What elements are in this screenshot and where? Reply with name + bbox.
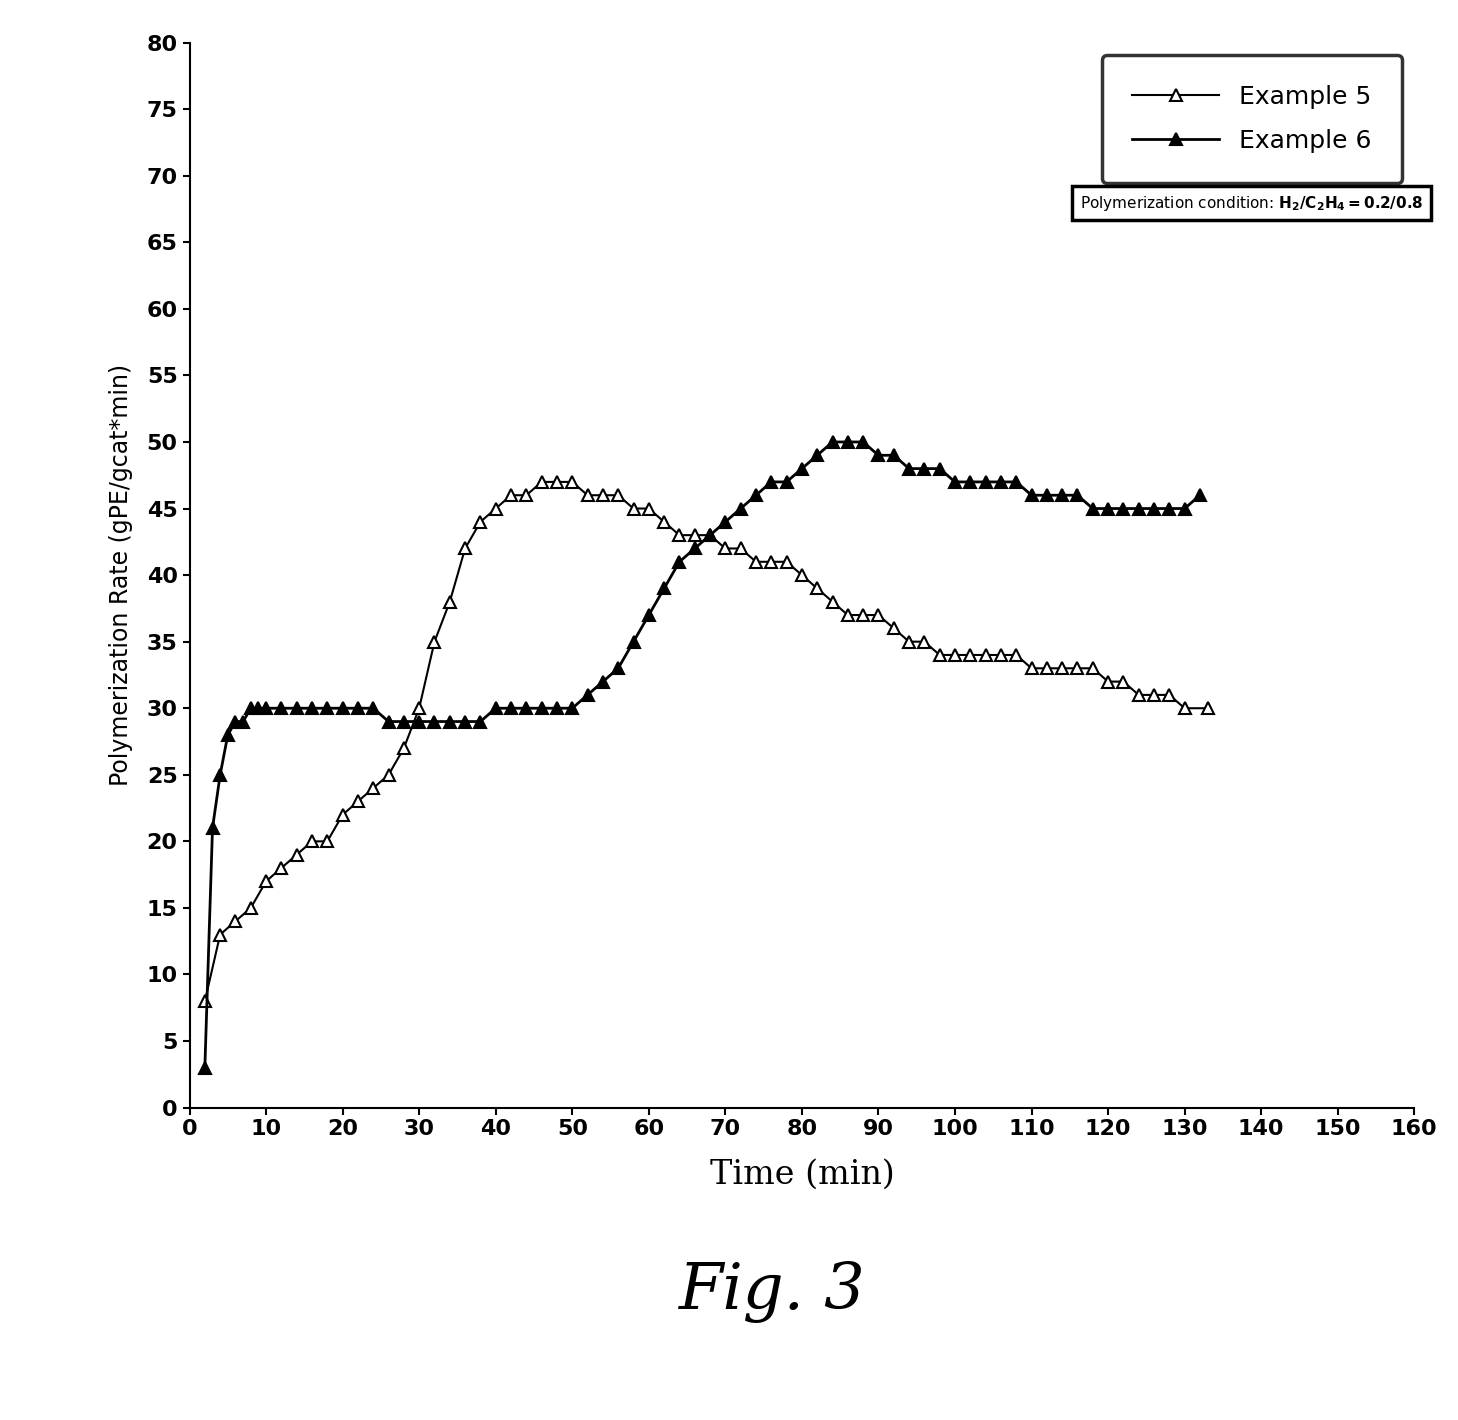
Text: Fig. 3: Fig. 3	[679, 1261, 866, 1323]
Example 6	[273, 700, 290, 717]
Example 5	[1130, 686, 1147, 703]
Example 5	[273, 859, 290, 876]
Example 6	[1038, 487, 1056, 504]
Line: Example 6: Example 6	[198, 436, 1206, 1074]
Example 6	[195, 1059, 214, 1076]
Example 5	[534, 473, 551, 490]
Example 6	[379, 713, 397, 730]
Example 6	[717, 513, 733, 530]
Example 5	[1198, 700, 1216, 717]
X-axis label: Time (min): Time (min)	[710, 1159, 894, 1191]
Example 6	[456, 713, 474, 730]
Example 5	[991, 646, 1009, 663]
Y-axis label: Polymerization Rate (gPE/gcat*min): Polymerization Rate (gPE/gcat*min)	[109, 364, 133, 787]
Example 6	[1053, 487, 1070, 504]
Example 5	[440, 594, 458, 611]
Example 5	[502, 487, 521, 504]
Line: Example 5: Example 5	[198, 476, 1215, 1007]
Example 6	[1191, 487, 1209, 504]
Legend: Example 5, Example 6: Example 5, Example 6	[1102, 55, 1401, 183]
Text: Polymerization condition: $\mathbf{H_2/C_2H_4=0.2/0.8}$: Polymerization condition: $\mathbf{H_2/C…	[1080, 193, 1423, 213]
Example 5	[195, 993, 214, 1010]
Example 5	[640, 500, 658, 517]
Example 6	[824, 433, 841, 450]
